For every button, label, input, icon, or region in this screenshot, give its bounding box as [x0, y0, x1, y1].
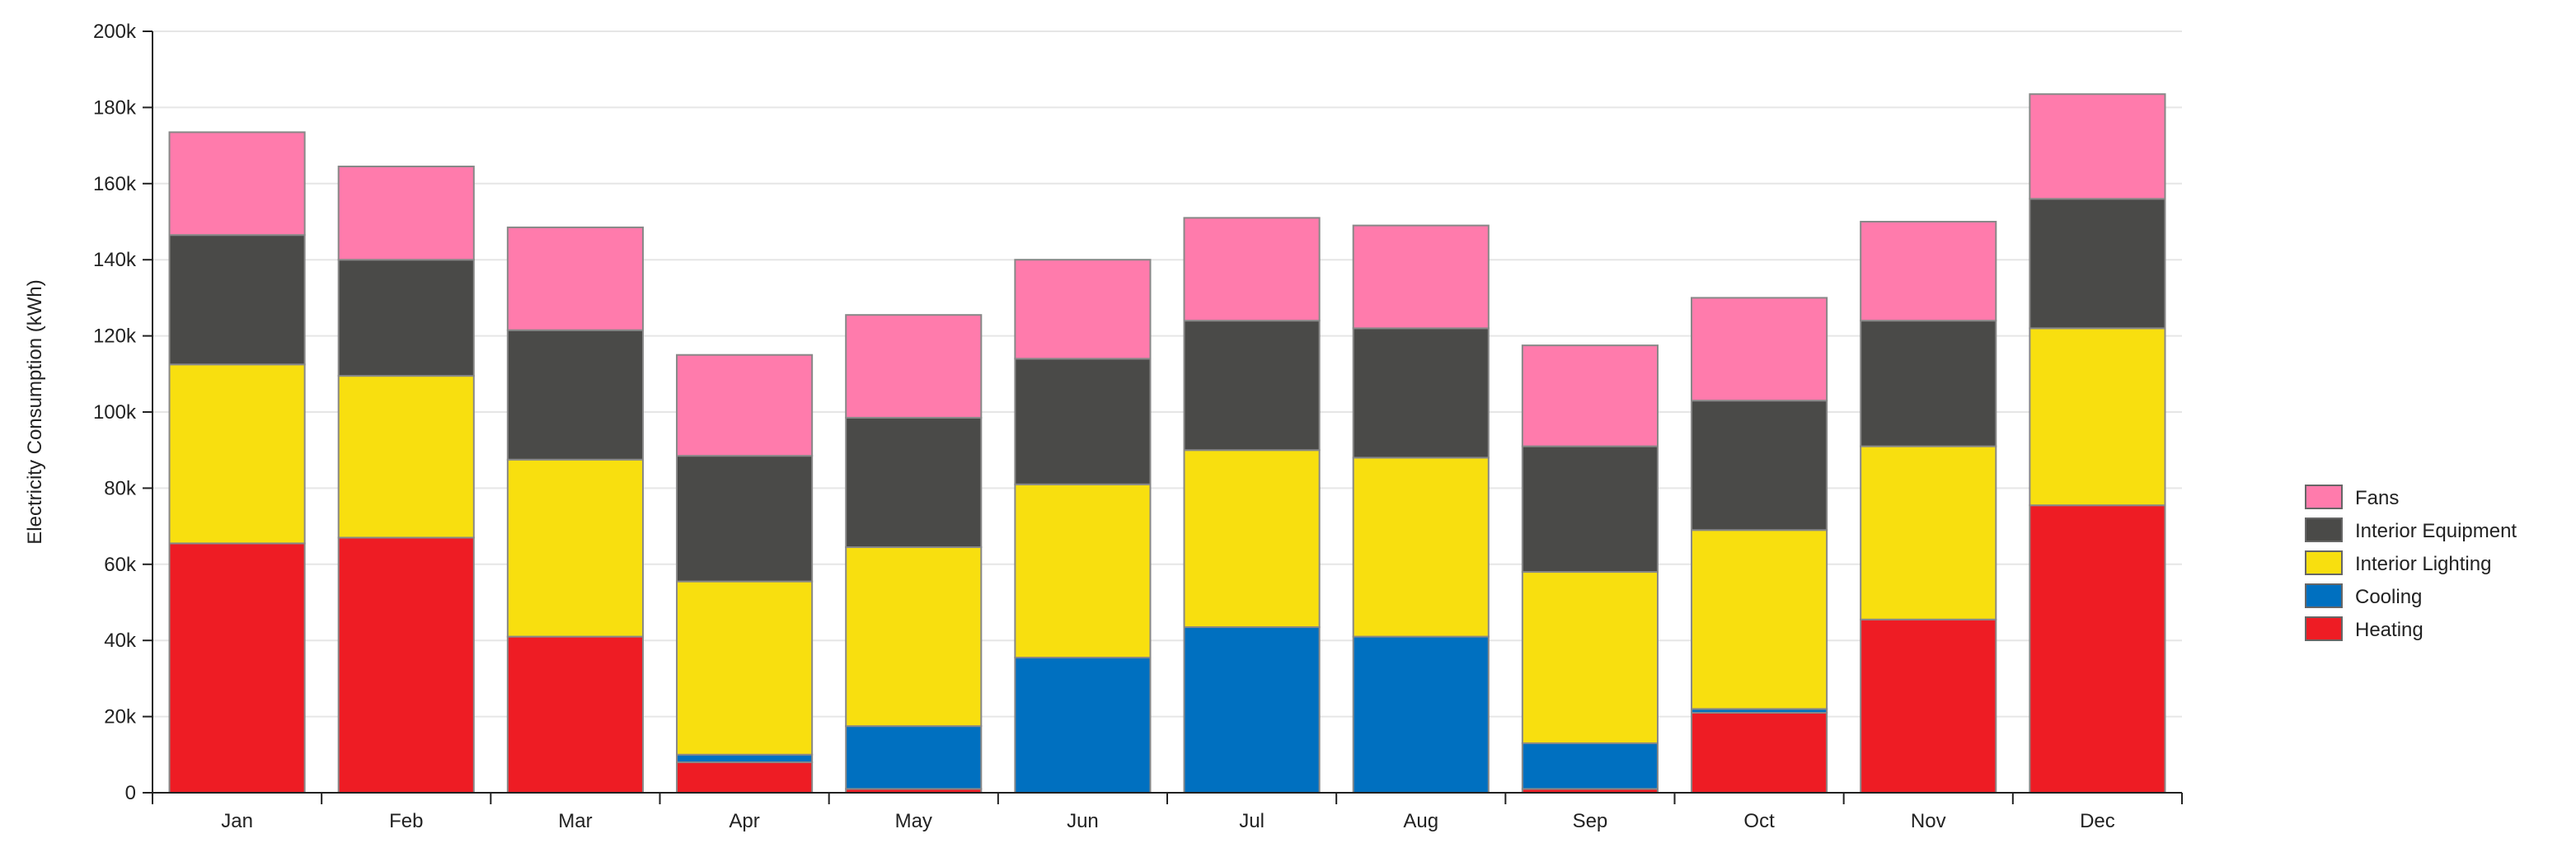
bar-interior-lighting-jan: [168, 363, 306, 545]
x-tick-label: Feb: [389, 810, 423, 832]
y-tick-label: 200k: [93, 21, 137, 43]
y-axis-title: Electricity Consumption (kWh): [24, 279, 46, 544]
legend-swatch-cooling: [2305, 583, 2343, 608]
bar-interior-lighting-oct: [1691, 529, 1828, 710]
axes: 0 20k 40k 60k 80k 100k 120k 140k 160k 180k 200k Ele…: [24, 21, 2183, 832]
bar-cooling-aug: [1352, 635, 1490, 794]
bar-fans-jan: [168, 131, 306, 236]
bar-fans-nov: [1860, 221, 1997, 322]
y-tick-label: 180k: [93, 96, 137, 119]
bar-cooling-jun: [1014, 656, 1152, 794]
bar-interior-lighting-nov: [1860, 445, 1997, 621]
x-tick-label: Sep: [1573, 810, 1608, 832]
bars: [168, 93, 2166, 794]
legend-label-fans: Fans: [2355, 487, 2399, 509]
bar-cooling-may: [845, 725, 983, 790]
bar-interior-equipment-jul: [1183, 320, 1321, 452]
bar-fans-jun: [1014, 259, 1152, 360]
bar-interior-equipment-dec: [2029, 198, 2166, 330]
legend-swatch-heating: [2305, 616, 2343, 641]
bar-interior-equipment-feb: [337, 259, 475, 377]
legend: Fans Interior Equipment Interior Lighting C…: [2305, 485, 2517, 641]
bar-interior-equipment-oct: [1691, 400, 1828, 532]
bar-heating-apr: [676, 761, 814, 794]
bar-interior-lighting-apr: [676, 580, 814, 756]
bar-heating-jan: [168, 542, 306, 794]
x-tick-label: May: [895, 810, 932, 832]
bar-heating-feb: [337, 536, 475, 794]
bar-interior-equipment-aug: [1352, 327, 1490, 459]
bar-interior-lighting-sep: [1521, 571, 1659, 744]
legend-label-cooling: Cooling: [2355, 586, 2422, 608]
bar-interior-equipment-may: [845, 416, 983, 549]
bar-fans-feb: [337, 166, 475, 261]
bar-interior-lighting-jun: [1014, 483, 1152, 658]
bar-fans-jul: [1183, 217, 1321, 322]
bar-interior-equipment-mar: [506, 329, 644, 461]
bar-interior-lighting-feb: [337, 375, 475, 539]
bar-fans-apr: [676, 354, 814, 457]
x-tick-label: Jan: [221, 810, 253, 832]
bar-interior-lighting-dec: [2029, 327, 2166, 507]
bar-heating-dec: [2029, 504, 2166, 794]
y-tick-label: 20k: [104, 706, 137, 728]
legend-swatch-interior-equipment: [2305, 517, 2343, 542]
y-tick-label: 160k: [93, 173, 137, 195]
bar-interior-equipment-jan: [168, 234, 306, 366]
bar-interior-lighting-may: [845, 546, 983, 728]
bar-cooling-jul: [1183, 626, 1321, 794]
bar-fans-may: [845, 314, 983, 419]
legend-swatch-interior-lighting: [2305, 550, 2343, 575]
x-tick-label: Jun: [1067, 810, 1099, 832]
y-tick-label: 40k: [104, 630, 137, 652]
y-tick-label: 80k: [104, 477, 137, 499]
gridlines: [152, 30, 2182, 718]
bar-interior-equipment-nov: [1860, 320, 1997, 447]
x-tick-label: Oct: [1743, 810, 1775, 832]
x-tick-label: Apr: [729, 810, 759, 832]
bar-fans-sep: [1521, 344, 1659, 447]
bar-cooling-apr: [676, 753, 814, 764]
x-tick-label: Jul: [1239, 810, 1265, 832]
bar-interior-lighting-jul: [1183, 449, 1321, 629]
bar-fans-mar: [506, 226, 644, 331]
bar-fans-aug: [1352, 224, 1490, 330]
bar-heating-mar: [506, 635, 644, 794]
y-tick-label: 120k: [93, 325, 137, 348]
bar-heating-oct: [1691, 711, 1828, 794]
x-tick-label: Dec: [2080, 810, 2115, 832]
bar-interior-lighting-aug: [1352, 457, 1490, 638]
legend-swatch-fans: [2305, 485, 2343, 509]
bar-heating-nov: [1860, 618, 1997, 794]
legend-label-interior-lighting: Interior Lighting: [2355, 553, 2491, 575]
y-tick-label: 0: [125, 782, 136, 804]
bar-fans-oct: [1691, 297, 1828, 402]
bar-interior-lighting-mar: [506, 458, 644, 638]
x-tick-label: Nov: [1911, 810, 1946, 832]
bar-interior-equipment-sep: [1521, 445, 1659, 574]
bar-interior-equipment-jun: [1014, 358, 1152, 485]
y-tick-label: 100k: [93, 401, 137, 424]
y-tick-label: 60k: [104, 554, 137, 576]
y-tick-label: 140k: [93, 249, 137, 271]
legend-label-interior-equipment: Interior Equipment: [2355, 520, 2517, 542]
x-tick-label: Aug: [1403, 810, 1438, 832]
bar-interior-equipment-apr: [676, 455, 814, 583]
bar-cooling-sep: [1521, 742, 1659, 790]
x-tick-label: Mar: [558, 810, 592, 832]
bar-fans-dec: [2029, 93, 2166, 200]
legend-label-heating: Heating: [2355, 619, 2424, 641]
